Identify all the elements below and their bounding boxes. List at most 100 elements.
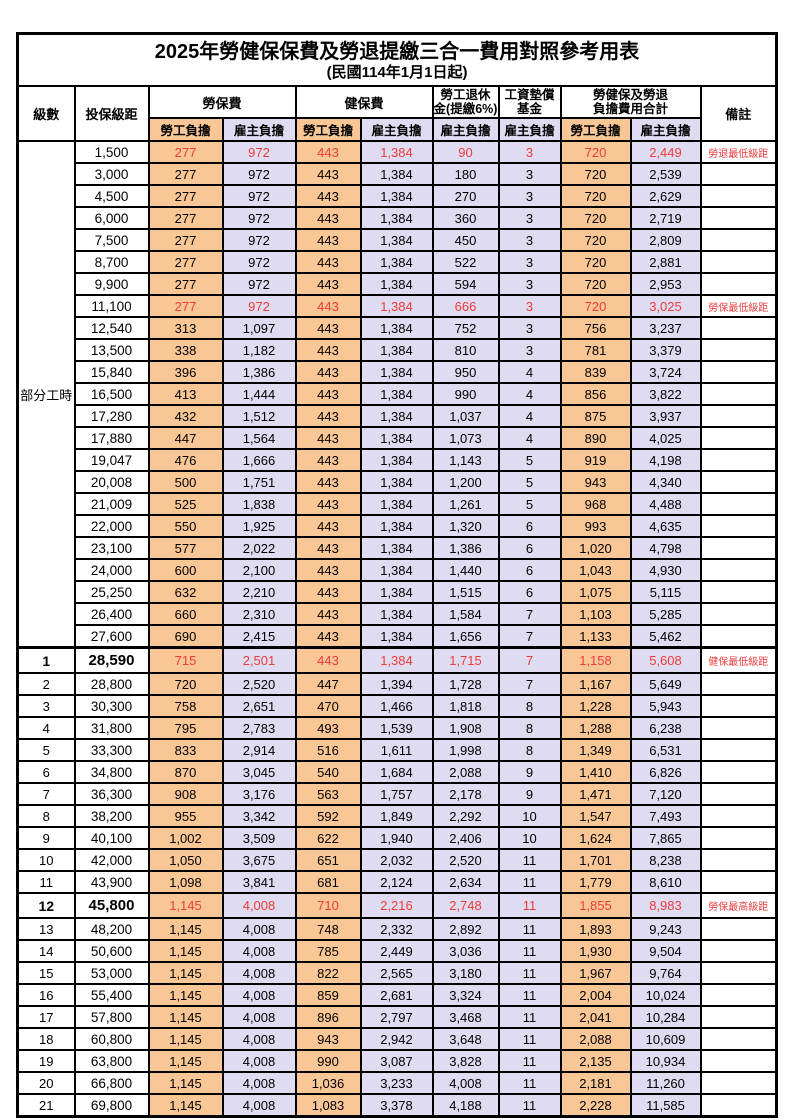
value-cell: 4,188: [431, 1093, 500, 1118]
value-cell: 1,444: [221, 382, 297, 406]
remark-cell: [699, 228, 778, 252]
header-remark: 備註: [699, 85, 778, 142]
bracket-cell: 6,000: [73, 206, 150, 230]
value-cell: 8: [497, 716, 562, 740]
value-cell: 277: [147, 162, 224, 186]
subheader-health-employee: 勞工負擔: [294, 117, 362, 142]
value-cell: 2,178: [431, 782, 500, 806]
value-cell: 1,182: [221, 338, 297, 362]
bracket-cell: 21,009: [73, 492, 150, 516]
value-cell: 11,260: [629, 1071, 702, 1095]
value-cell: 5,462: [629, 624, 702, 649]
bracket-cell: 15,840: [73, 360, 150, 384]
level-cell: 6: [16, 760, 76, 784]
bracket-cell: 31,800: [73, 716, 150, 740]
value-cell: 540: [294, 760, 362, 784]
value-cell: 5: [497, 448, 562, 472]
value-cell: 1,384: [359, 602, 434, 626]
value-cell: 1,471: [559, 782, 632, 806]
value-cell: 3: [497, 250, 562, 274]
header-pension: 勞工退休 金(提繳6%): [431, 85, 500, 119]
value-cell: 443: [294, 580, 362, 604]
value-cell: 2,124: [359, 870, 434, 894]
value-cell: 1,145: [147, 1071, 224, 1095]
value-cell: 476: [147, 448, 224, 472]
bracket-cell: 42,000: [73, 848, 150, 872]
value-cell: 3: [497, 272, 562, 296]
remark-cell: [699, 338, 778, 362]
level-cell: 9: [16, 826, 76, 850]
level-cell: 18: [16, 1027, 76, 1051]
value-cell: 9,504: [629, 939, 702, 963]
remark-cell: 勞保最低級距: [699, 294, 778, 318]
value-cell: 594: [431, 272, 500, 296]
value-cell: 2,100: [221, 558, 297, 582]
value-cell: 443: [294, 206, 362, 230]
value-cell: 972: [221, 140, 297, 164]
value-cell: 690: [147, 624, 224, 649]
value-cell: 2,719: [629, 206, 702, 230]
value-cell: 7: [497, 624, 562, 649]
value-cell: 1,384: [359, 492, 434, 516]
bracket-cell: 22,000: [73, 514, 150, 538]
value-cell: 1,145: [147, 892, 224, 919]
remark-cell: [699, 360, 778, 384]
value-cell: 4,008: [221, 961, 297, 985]
bracket-cell: 53,000: [73, 961, 150, 985]
value-cell: 4,025: [629, 426, 702, 450]
value-cell: 5,115: [629, 580, 702, 604]
value-cell: 5: [497, 492, 562, 516]
value-cell: 1,849: [359, 804, 434, 828]
value-cell: 1,384: [359, 206, 434, 230]
value-cell: 919: [559, 448, 632, 472]
bracket-cell: 27,600: [73, 624, 150, 649]
remark-cell: [699, 272, 778, 296]
value-cell: 720: [559, 206, 632, 230]
value-cell: 2,797: [359, 1005, 434, 1029]
value-cell: 443: [294, 492, 362, 516]
remark-cell: [699, 694, 778, 718]
value-cell: 7: [497, 672, 562, 696]
header-total: 勞健保及勞退 負擔費用合計: [559, 85, 702, 119]
value-cell: 1,440: [431, 558, 500, 582]
value-cell: 1,728: [431, 672, 500, 696]
value-cell: 756: [559, 316, 632, 340]
value-cell: 11,585: [629, 1093, 702, 1118]
value-cell: 500: [147, 470, 224, 494]
value-cell: 443: [294, 228, 362, 252]
table-row: 27,600 690 2,415 443 1,384 1,656 7 1,133 5,462: [18, 624, 778, 649]
bracket-cell: 57,800: [73, 1005, 150, 1029]
bracket-cell: 17,280: [73, 404, 150, 428]
value-cell: 5,285: [629, 602, 702, 626]
value-cell: 2,041: [559, 1005, 632, 1029]
value-cell: 2,783: [221, 716, 297, 740]
remark-cell: [699, 961, 778, 985]
table-row: 17,880 447 1,564 443 1,384 1,073 4 890 4,025: [18, 426, 778, 450]
value-cell: 1,384: [359, 514, 434, 538]
value-cell: 2,181: [559, 1071, 632, 1095]
level-cell-part-time: 部分工時: [16, 140, 76, 649]
header-health-insurance: 健保費: [294, 85, 434, 119]
subheader-health-employer: 雇主負擔: [359, 117, 434, 142]
value-cell: 3,036: [431, 939, 500, 963]
remark-cell: [699, 870, 778, 894]
value-cell: 3,468: [431, 1005, 500, 1029]
value-cell: 715: [147, 646, 224, 674]
value-cell: 720: [559, 162, 632, 186]
value-cell: 592: [294, 804, 362, 828]
bracket-cell: 69,800: [73, 1093, 150, 1118]
value-cell: 720: [559, 250, 632, 274]
value-cell: 447: [294, 672, 362, 696]
value-cell: 1,145: [147, 917, 224, 941]
value-cell: 1,261: [431, 492, 500, 516]
value-cell: 1,384: [359, 184, 434, 208]
remark-cell: [699, 536, 778, 560]
bracket-cell: 28,800: [73, 672, 150, 696]
value-cell: 3,379: [629, 338, 702, 362]
value-cell: 1,167: [559, 672, 632, 696]
value-cell: 1,349: [559, 738, 632, 762]
table-row: 13 48,200 1,145 4,008 748 2,332 2,892 11 1,893 9,…: [16, 917, 778, 941]
value-cell: 447: [147, 426, 224, 450]
value-cell: 3: [497, 294, 562, 318]
remark-cell: 健保最低級距: [699, 646, 778, 674]
